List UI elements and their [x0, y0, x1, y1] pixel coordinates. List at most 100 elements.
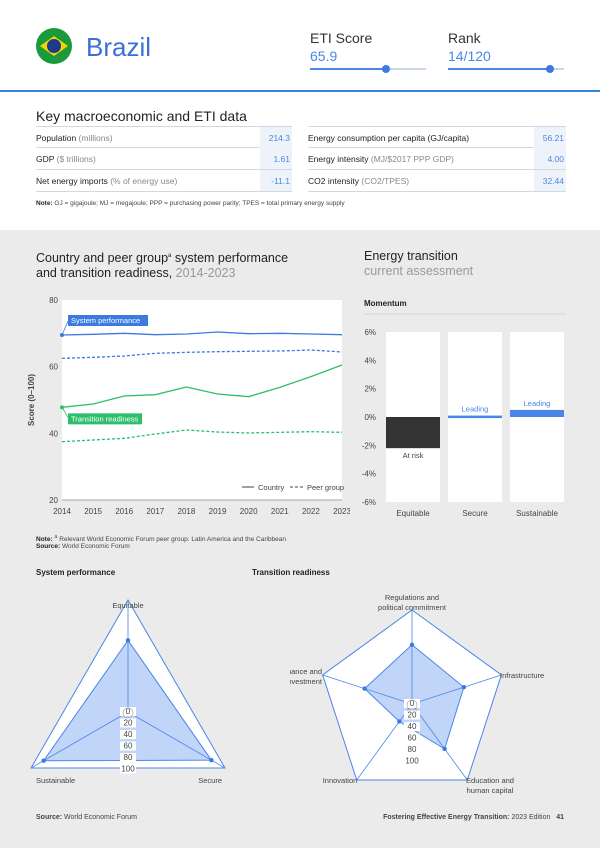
rank-fill — [448, 68, 551, 70]
legend-box — [238, 480, 338, 494]
annotation-box — [68, 413, 142, 425]
y-tick-label: 0% — [364, 413, 376, 422]
momentum-bar-chart: Momentum 6% 4% 2% 0% -2% -4% -6% At risk Equitabl… — [362, 299, 566, 518]
macro-section-title: Key macroeconomic and ETI data — [36, 108, 247, 124]
radar-data-point — [41, 758, 46, 763]
radar-axis-label: Regulations and — [385, 593, 439, 602]
ring-label: 100 — [405, 757, 419, 766]
x-tick-label: 2016 — [115, 507, 133, 516]
radar-axis-label: Secure — [198, 776, 222, 785]
ring-label: 60 — [408, 734, 417, 743]
ring-label: 40 — [124, 730, 133, 739]
x-tick-label: 2022 — [302, 507, 320, 516]
radar-data-point — [397, 719, 402, 724]
ring-label: 100 — [121, 765, 135, 774]
legend-country-label: Country — [258, 483, 285, 492]
ring-label: 0 — [410, 699, 415, 708]
radar-axis-label: human capital — [467, 786, 514, 795]
radar-axis-label: Innovation — [323, 776, 358, 785]
country-name: Brazil — [86, 32, 152, 62]
macro-row-population: Population (millions) 214.3 — [36, 126, 292, 148]
ring-label-bg — [120, 764, 136, 774]
transition-assessment-heading: Energy transition current assessment — [364, 249, 474, 278]
radar-axis-label: investment — [290, 677, 323, 686]
ring-label: 60 — [124, 742, 133, 751]
macro-note: Note: GJ = gigajoule; MJ = megajoule; PP… — [36, 200, 345, 207]
ring-label-bg — [120, 718, 136, 728]
momentum-bar-label: Leading — [524, 399, 551, 408]
system-performance-radar: 0 20 40 60 80 100 Equitable Secure Sustainable — [30, 598, 226, 785]
y-tick-label: 20 — [49, 496, 58, 505]
performance-line-chart: 20 40 60 80 2014 2015 2016 2017 2018 2019 2020 2021… — [27, 296, 350, 516]
series-line-3 — [61, 429, 343, 443]
radar-right-title: Transition readiness — [252, 568, 330, 577]
momentum-title: Momentum — [364, 299, 407, 308]
ring-label-bg — [404, 722, 420, 731]
annotation-label: System performance — [71, 316, 140, 325]
eti-score-marker — [382, 65, 391, 73]
y-tick-label: -2% — [362, 441, 376, 450]
ring-label: 80 — [124, 753, 133, 762]
momentum-bar — [510, 409, 564, 417]
ring-label-bg — [404, 699, 420, 708]
series-line-0 — [61, 331, 343, 336]
ring-label-bg — [404, 745, 420, 754]
category-label: Secure — [462, 509, 488, 518]
radar-axis-label: Infrastructure — [500, 671, 544, 680]
radar-spoke — [30, 711, 129, 769]
eti-score-value: 65.9 — [310, 48, 338, 64]
ring-label: 80 — [408, 745, 417, 754]
chart-note: Note: a Relevant World Economic Forum pe… — [36, 534, 287, 544]
momentum-bar — [448, 415, 502, 419]
macro-row-energy-consumption: Energy consumption per capita (GJ/capita… — [308, 126, 566, 148]
rank-label: Rank — [448, 30, 481, 46]
x-tick-label: 2018 — [178, 507, 196, 516]
chart-source: Source: World Economic Forum — [36, 543, 130, 550]
ring-label: 20 — [408, 711, 417, 720]
x-tick-label: 2017 — [146, 507, 164, 516]
footer-source: Source: World Economic Forum — [36, 814, 138, 821]
ring-label-bg — [120, 753, 136, 762]
y-tick-label: 2% — [364, 385, 376, 394]
radar-axis-label: political commitment — [378, 603, 447, 612]
legend-peer-label: Peer group — [307, 483, 344, 492]
momentum-bar-label: At risk — [403, 451, 424, 460]
ring-label: 20 — [124, 719, 133, 728]
radar-center — [406, 699, 418, 711]
brazil-flag-icon — [36, 28, 72, 64]
macro-row-energy-intensity: Energy intensity (MJ/$2017 PPP GDP) 4.00 — [308, 148, 566, 170]
eti-score-label: ETI Score — [310, 30, 373, 46]
momentum-bar-label: Leading — [462, 405, 489, 414]
macro-row-gdp: GDP ($ trillions) 1.61 — [36, 148, 292, 170]
ring-label-bg — [404, 756, 420, 766]
x-tick-label: 2015 — [84, 507, 102, 516]
y-tick-label: 60 — [49, 363, 58, 372]
performance-chart-heading: Country and peer groupa system performan… — [36, 251, 289, 281]
category-label: Sustainable — [516, 509, 558, 518]
x-tick-label: 2019 — [209, 507, 227, 516]
x-tick-label: 2014 — [53, 507, 71, 516]
radar-data-point — [409, 642, 415, 647]
radar-data-point — [442, 746, 447, 752]
macro-row-co2-intensity: CO2 intensity (CO2/TPES) 32.44 — [308, 170, 566, 192]
radar-data-point — [125, 638, 131, 643]
ring-label-bg — [404, 710, 420, 720]
y-tick-label: -6% — [362, 498, 376, 507]
radar-data-point — [461, 684, 467, 690]
radar-axis-label: Equitable — [112, 601, 143, 610]
ring-label: 0 — [126, 707, 131, 716]
ring-label-bg — [120, 741, 136, 751]
y-tick-label: 40 — [49, 429, 58, 438]
radar-data-point — [209, 757, 214, 763]
y-tick-label: 4% — [364, 356, 376, 365]
radar-left-title: System performance — [36, 568, 116, 577]
x-tick-label: 2021 — [271, 507, 289, 516]
annotation-label: Transition readiness — [71, 414, 139, 423]
radar-spoke — [411, 703, 468, 781]
radar-axis-label: Sustainable — [36, 776, 75, 785]
category-label: Equitable — [396, 509, 430, 518]
ring-label-bg — [404, 733, 420, 743]
radar-spoke — [356, 703, 413, 781]
x-tick-label: 2020 — [240, 507, 258, 516]
radar-data-area — [363, 644, 465, 750]
